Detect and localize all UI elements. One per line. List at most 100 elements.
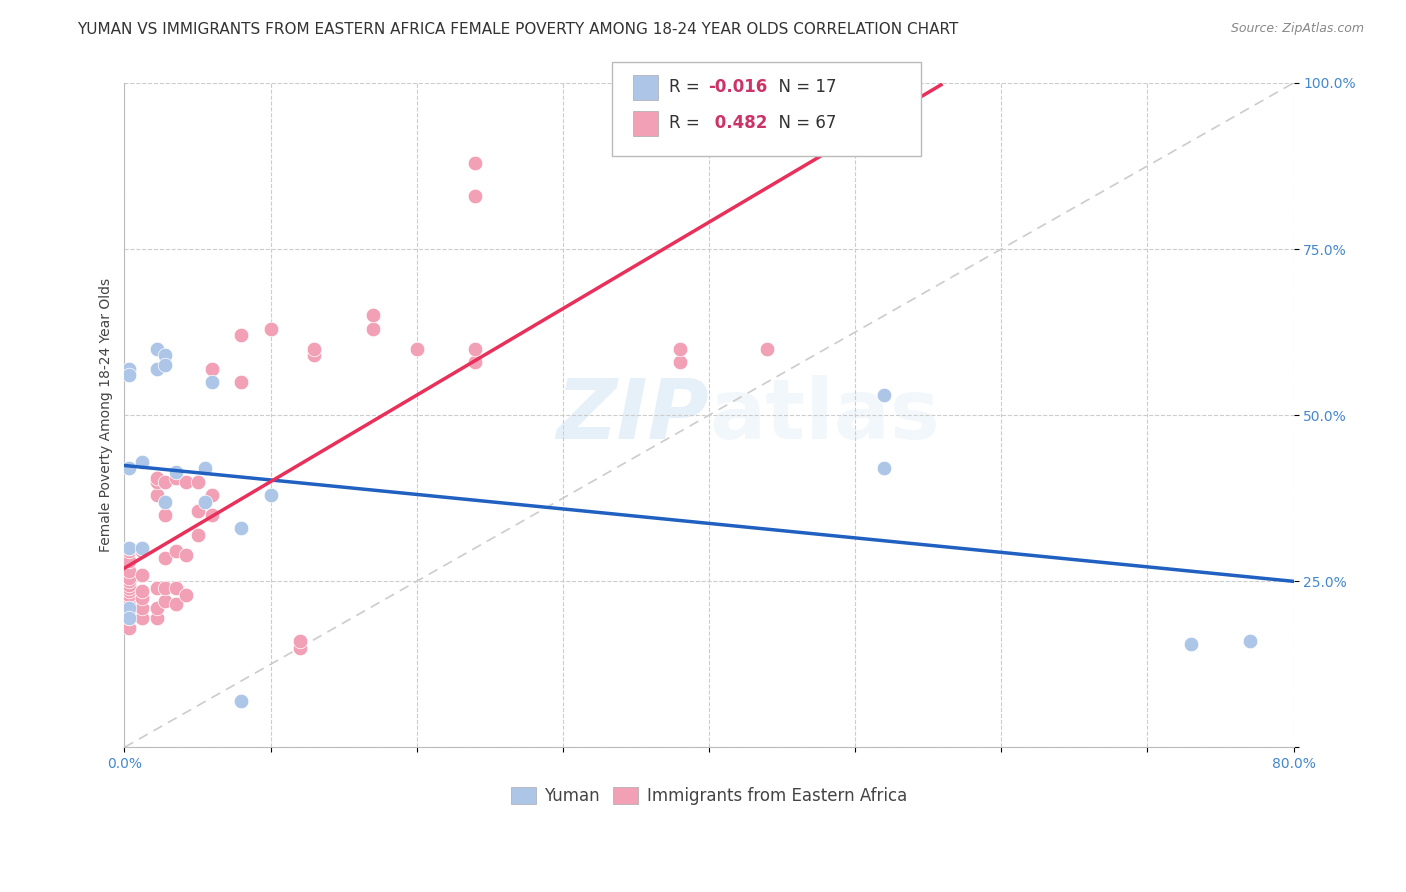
Point (201, 361, 224, 376)
Point (131, 611, 153, 625)
Point (155, 581, 177, 595)
Point (118, 544, 141, 558)
Point (118, 588, 141, 602)
Point (304, 348, 326, 362)
Point (118, 368, 141, 383)
Point (186, 527, 208, 541)
Point (259, 322, 281, 336)
Point (155, 551, 177, 566)
Point (165, 471, 187, 485)
Legend: Yuman, Immigrants from Eastern Africa: Yuman, Immigrants from Eastern Africa (505, 780, 914, 812)
Point (131, 544, 153, 558)
Point (201, 375, 224, 389)
Point (668, 342, 690, 356)
Point (118, 571, 141, 585)
Point (145, 475, 167, 489)
Point (194, 494, 217, 508)
Point (131, 584, 153, 599)
Point (194, 461, 217, 475)
Point (288, 634, 311, 648)
Point (873, 461, 896, 475)
Point (131, 567, 153, 582)
Point (165, 465, 187, 479)
Point (174, 548, 197, 562)
Point (145, 581, 167, 595)
Point (118, 591, 141, 605)
Point (756, 342, 779, 356)
Point (145, 361, 167, 376)
Text: N = 17: N = 17 (768, 78, 837, 96)
Point (165, 544, 187, 558)
Point (118, 584, 141, 599)
Point (118, 564, 141, 578)
Point (155, 359, 177, 373)
Point (118, 574, 141, 589)
Text: atlas: atlas (709, 375, 939, 456)
Point (361, 322, 384, 336)
Text: -0.016: -0.016 (709, 78, 768, 96)
Point (464, 189, 486, 203)
Point (174, 475, 197, 489)
Point (131, 600, 153, 615)
Point (118, 611, 141, 625)
Point (186, 475, 208, 489)
Point (145, 488, 167, 502)
Point (873, 388, 896, 402)
Point (155, 494, 177, 508)
Point (165, 581, 187, 595)
Point (361, 309, 384, 323)
Point (668, 355, 690, 369)
Point (131, 455, 153, 469)
Point (118, 461, 141, 475)
Point (118, 607, 141, 622)
Point (464, 355, 486, 369)
Point (118, 577, 141, 591)
Point (259, 488, 281, 502)
Point (145, 611, 167, 625)
Point (304, 342, 326, 356)
Point (145, 342, 167, 356)
Point (464, 342, 486, 356)
Point (118, 361, 141, 376)
Point (231, 328, 253, 343)
Point (118, 554, 141, 568)
Point (155, 475, 177, 489)
Text: R =: R = (669, 78, 706, 96)
Point (231, 375, 253, 389)
Point (155, 508, 177, 522)
Point (118, 600, 141, 615)
Point (201, 508, 224, 522)
Point (1239, 634, 1261, 648)
Point (145, 600, 167, 615)
Point (131, 591, 153, 605)
Point (155, 594, 177, 608)
Point (186, 504, 208, 518)
Text: N = 67: N = 67 (768, 114, 837, 132)
Text: YUMAN VS IMMIGRANTS FROM EASTERN AFRICA FEMALE POVERTY AMONG 18-24 YEAR OLDS COR: YUMAN VS IMMIGRANTS FROM EASTERN AFRICA … (77, 22, 959, 37)
Point (165, 598, 187, 612)
Point (174, 588, 197, 602)
Text: R =: R = (669, 114, 706, 132)
Point (131, 541, 153, 555)
Text: Source: ZipAtlas.com: Source: ZipAtlas.com (1230, 22, 1364, 36)
Y-axis label: Female Poverty Among 18-24 Year Olds: Female Poverty Among 18-24 Year Olds (100, 278, 114, 552)
Point (145, 471, 167, 485)
Point (118, 541, 141, 555)
Point (118, 581, 141, 595)
Point (131, 541, 153, 555)
Point (405, 342, 427, 356)
Point (118, 604, 141, 618)
Point (231, 521, 253, 535)
Point (118, 594, 141, 608)
Point (155, 348, 177, 362)
Point (231, 694, 253, 708)
Point (118, 611, 141, 625)
Point (201, 488, 224, 502)
Point (118, 541, 141, 555)
Point (118, 621, 141, 635)
Point (288, 640, 311, 655)
Point (464, 155, 486, 169)
Text: 0.482: 0.482 (709, 114, 768, 132)
Text: ZIP: ZIP (557, 375, 709, 456)
Point (118, 600, 141, 615)
